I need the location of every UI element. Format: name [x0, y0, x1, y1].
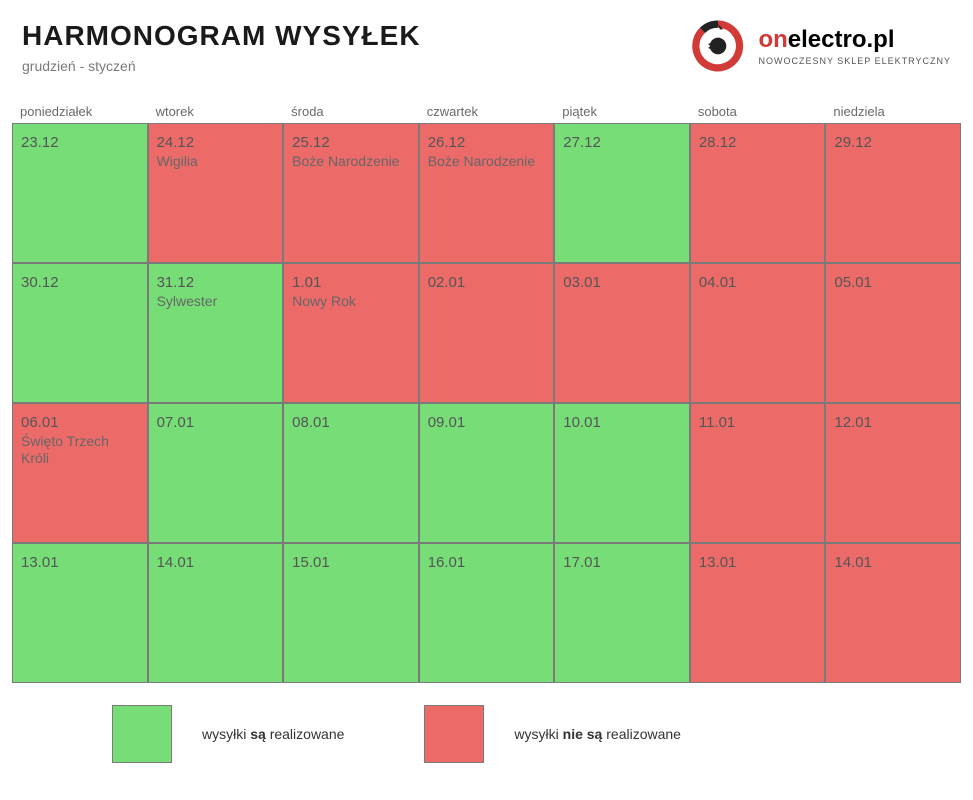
logo-prefix: on: [758, 26, 787, 53]
cell-date: 03.01: [563, 274, 681, 291]
calendar-cell: 15.01: [283, 543, 419, 683]
calendar-cell: 17.01: [554, 543, 690, 683]
calendar-cell: 11.01: [690, 403, 826, 543]
day-header: czwartek: [419, 104, 555, 119]
calendar-cell: 29.12: [825, 123, 961, 263]
cell-date: 28.12: [699, 134, 817, 151]
cell-date: 08.01: [292, 414, 410, 431]
calendar-cell: 03.01: [554, 263, 690, 403]
calendar-cell: 28.12: [690, 123, 826, 263]
cell-date: 24.12: [157, 134, 275, 151]
cell-date: 09.01: [428, 414, 546, 431]
cell-date: 07.01: [157, 414, 275, 431]
cell-label: Boże Narodzenie: [428, 153, 535, 169]
legend-no-bold: nie są: [563, 726, 603, 742]
legend-no-prefix: wysyłki: [514, 726, 562, 742]
cell-date: 30.12: [21, 274, 139, 291]
calendar-cell: 02.01: [419, 263, 555, 403]
cell-label: Boże Narodzenie: [292, 153, 399, 169]
cell-date: 02.01: [428, 274, 546, 291]
cell-label: Święto Trzech Króli: [21, 433, 109, 466]
calendar-grid: 23.1224.12Wigilia25.12Boże Narodzenie26.…: [12, 123, 961, 683]
legend-no-text: wysyłki nie są realizowane: [514, 726, 681, 742]
calendar-cell: 1.01 Nowy Rok: [283, 263, 419, 403]
logo-tagline: NOWOCZESNY SKLEP ELEKTRYCZNY: [758, 56, 951, 66]
calendar-cell: 23.12: [12, 123, 148, 263]
calendar-cell: 09.01: [419, 403, 555, 543]
day-header: poniedziałek: [12, 104, 148, 119]
calendar-cell: 30.12: [12, 263, 148, 403]
cell-date: 04.01: [699, 274, 817, 291]
calendar-cell: 31.12 Sylwester: [148, 263, 284, 403]
legend-yes-text: wysyłki są realizowane: [202, 726, 344, 742]
calendar-cell: 16.01: [419, 543, 555, 683]
calendar-cell: 14.01: [148, 543, 284, 683]
legend-swatch-green: [112, 705, 172, 763]
cell-date: 14.01: [834, 554, 952, 571]
cell-date: 15.01: [292, 554, 410, 571]
cell-date: 1.01: [292, 274, 410, 291]
cell-label: Wigilia: [157, 153, 198, 169]
title-block: HARMONOGRAM WYSYŁEK grudzień - styczeń: [22, 20, 421, 74]
calendar-cell: 13.01: [12, 543, 148, 683]
calendar: poniedziałekwtorekśrodaczwartekpiąteksob…: [12, 104, 961, 683]
legend-yes-prefix: wysyłki: [202, 726, 250, 742]
day-headers: poniedziałekwtorekśrodaczwartekpiąteksob…: [12, 104, 961, 123]
cell-date: 05.01: [834, 274, 952, 291]
legend-swatch-red: [424, 705, 484, 763]
logo: onelectro.pl NOWOCZESNY SKLEP ELEKTRYCZN…: [692, 20, 951, 72]
day-header: wtorek: [148, 104, 284, 119]
cell-date: 12.01: [834, 414, 952, 431]
calendar-cell: 24.12 Wigilia: [148, 123, 284, 263]
calendar-cell: 26.12 Boże Narodzenie: [419, 123, 555, 263]
cell-date: 11.01: [699, 414, 817, 431]
calendar-cell: 14.01: [825, 543, 961, 683]
logo-text-block: onelectro.pl NOWOCZESNY SKLEP ELEKTRYCZN…: [758, 26, 951, 66]
cell-date: 14.01: [157, 554, 275, 571]
cell-date: 23.12: [21, 134, 139, 151]
cell-date: 16.01: [428, 554, 546, 571]
logo-text: onelectro.pl: [758, 26, 951, 54]
legend-no-suffix: realizowane: [602, 726, 681, 742]
calendar-cell: 13.01: [690, 543, 826, 683]
cell-date: 17.01: [563, 554, 681, 571]
legend-yes-bold: są: [250, 726, 266, 742]
day-header: niedziela: [825, 104, 961, 119]
cell-date: 29.12: [834, 134, 952, 151]
legend-no: wysyłki nie są realizowane: [424, 705, 681, 763]
legend: wysyłki są realizowane wysyłki nie są re…: [12, 705, 961, 763]
header: HARMONOGRAM WYSYŁEK grudzień - styczeń o…: [12, 20, 961, 74]
cell-date: 27.12: [563, 134, 681, 151]
cell-date: 06.01: [21, 414, 139, 431]
calendar-cell: 04.01: [690, 263, 826, 403]
logo-rest: electro.pl: [788, 26, 895, 53]
cell-date: 13.01: [699, 554, 817, 571]
calendar-cell: 06.01 Święto Trzech Króli: [12, 403, 148, 543]
day-header: sobota: [690, 104, 826, 119]
calendar-cell: 08.01: [283, 403, 419, 543]
day-header: piątek: [554, 104, 690, 119]
calendar-cell: 25.12 Boże Narodzenie: [283, 123, 419, 263]
calendar-cell: 12.01: [825, 403, 961, 543]
calendar-cell: 07.01: [148, 403, 284, 543]
cell-date: 10.01: [563, 414, 681, 431]
cell-date: 31.12: [157, 274, 275, 291]
page-subtitle: grudzień - styczeń: [22, 58, 421, 74]
calendar-cell: 05.01: [825, 263, 961, 403]
cell-label: Nowy Rok: [292, 293, 356, 309]
legend-yes-suffix: realizowane: [266, 726, 345, 742]
plug-arrow-icon: [692, 20, 744, 72]
legend-yes: wysyłki są realizowane: [112, 705, 344, 763]
cell-label: Sylwester: [157, 293, 218, 309]
calendar-cell: 10.01: [554, 403, 690, 543]
cell-date: 13.01: [21, 554, 139, 571]
cell-date: 26.12: [428, 134, 546, 151]
page-title: HARMONOGRAM WYSYŁEK: [22, 20, 421, 52]
cell-date: 25.12: [292, 134, 410, 151]
day-header: środa: [283, 104, 419, 119]
calendar-cell: 27.12: [554, 123, 690, 263]
